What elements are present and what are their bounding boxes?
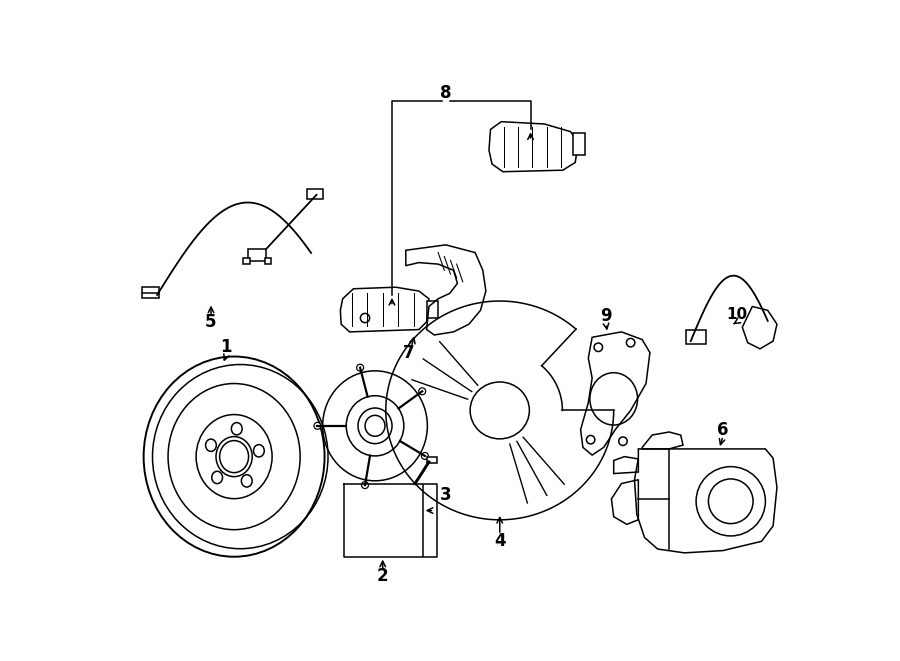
Text: 6: 6 [717,420,729,439]
FancyBboxPatch shape [573,134,585,155]
Text: 3: 3 [440,486,452,504]
FancyBboxPatch shape [427,301,438,318]
Ellipse shape [356,364,364,371]
FancyBboxPatch shape [141,288,158,298]
FancyBboxPatch shape [265,258,271,264]
FancyBboxPatch shape [248,249,266,261]
Text: 1: 1 [220,338,232,356]
FancyBboxPatch shape [427,457,437,463]
Text: 9: 9 [600,307,612,325]
Text: 10: 10 [726,307,748,322]
Text: 4: 4 [494,532,506,551]
Ellipse shape [421,453,428,459]
FancyBboxPatch shape [243,258,249,264]
FancyBboxPatch shape [307,188,322,200]
Ellipse shape [418,388,426,395]
Text: 7: 7 [403,344,415,362]
Text: 8: 8 [440,84,452,102]
Text: 5: 5 [205,313,217,331]
Ellipse shape [362,482,368,488]
Ellipse shape [314,422,321,429]
Text: 2: 2 [377,567,389,585]
FancyBboxPatch shape [686,330,706,344]
